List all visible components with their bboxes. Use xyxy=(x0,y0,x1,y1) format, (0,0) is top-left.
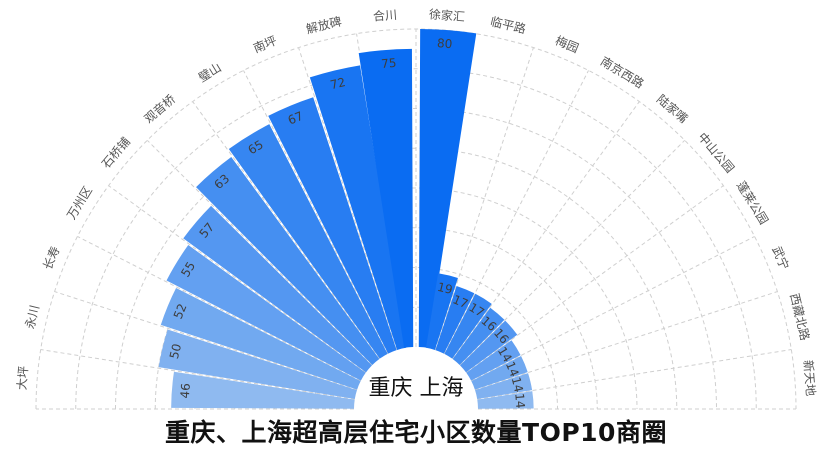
value-label: 72 xyxy=(329,75,347,92)
bar-上海-新天地 xyxy=(477,391,534,409)
category-label: 长寿 xyxy=(40,244,62,272)
bar-上海-中山公园 xyxy=(460,320,518,373)
value-label: 67 xyxy=(286,109,305,128)
value-label: 19 xyxy=(436,280,454,297)
grid-spoke xyxy=(477,349,792,400)
category-label: 观音桥 xyxy=(141,91,178,126)
value-label: 80 xyxy=(437,36,453,51)
category-label: 蓬莱公园 xyxy=(734,179,771,227)
category-label: 璧山 xyxy=(195,60,223,85)
chart-bars xyxy=(158,29,534,409)
bar-上海-蓬莱公园 xyxy=(466,340,521,381)
bar-重庆-永川 xyxy=(158,329,357,400)
value-label: 17 xyxy=(451,292,470,311)
category-label: 徐家汇 xyxy=(428,6,465,24)
value-label: 14 xyxy=(509,376,526,394)
category-label: 西藏北路 xyxy=(787,292,813,342)
center-label: 重庆 上海 xyxy=(369,376,464,401)
grid-ring xyxy=(35,28,797,410)
value-label: 65 xyxy=(245,137,265,157)
grid-spoke xyxy=(434,47,534,351)
grid-spoke xyxy=(146,139,373,366)
bar-重庆-合川 xyxy=(358,48,414,348)
category-label: 梅园 xyxy=(553,33,581,56)
bar-上海-陆家嘴 xyxy=(452,307,505,365)
category-label: 新天地 xyxy=(801,359,819,396)
bar-上海-南京西路 xyxy=(444,293,492,359)
bar-上海-武宁 xyxy=(471,356,528,390)
bar-重庆-长寿 xyxy=(160,288,361,390)
grid-spoke xyxy=(77,236,361,382)
category-label: 万州区 xyxy=(64,184,95,222)
grid-spoke xyxy=(40,349,355,400)
category-label: 武宁 xyxy=(769,244,792,272)
grid-spoke xyxy=(108,185,367,373)
bar-上海-临平路 xyxy=(425,273,458,350)
bar-重庆-南坪 xyxy=(268,97,397,354)
bar-重庆-解放碑 xyxy=(309,65,407,350)
chart-grid xyxy=(35,28,797,410)
bar-上海-梅园 xyxy=(435,285,475,354)
grid-spoke xyxy=(243,70,389,354)
value-label: 52 xyxy=(171,302,190,321)
value-label: 55 xyxy=(178,259,198,279)
bar-上海-西藏北路 xyxy=(475,373,533,400)
bar-上海-徐家汇 xyxy=(418,29,477,348)
bar-重庆-观音桥 xyxy=(196,157,380,365)
grid-spoke xyxy=(298,47,398,351)
category-label: 合川 xyxy=(372,7,397,24)
grid-spoke xyxy=(459,139,686,366)
bar-重庆-万州区 xyxy=(166,245,366,381)
value-label: 14 xyxy=(503,359,522,378)
category-label: 南坪 xyxy=(251,33,279,56)
value-label: 50 xyxy=(167,342,184,360)
bar-重庆-璧山 xyxy=(228,124,388,359)
chart-title: 重庆、上海超高层住宅小区数量TOP10商圈 xyxy=(165,418,667,447)
grid-spoke xyxy=(452,101,640,360)
category-label: 陆家嘴 xyxy=(654,91,691,126)
category-label: 解放碑 xyxy=(305,13,344,36)
category-label: 永川 xyxy=(23,304,42,331)
value-label: 17 xyxy=(466,300,486,320)
value-label: 14 xyxy=(495,344,515,364)
grid-spoke xyxy=(474,291,778,391)
grid-spoke xyxy=(465,185,724,373)
category-label: 中山公园 xyxy=(695,129,738,175)
category-label: 南京西路 xyxy=(598,53,647,91)
value-label: 46 xyxy=(178,383,193,399)
bar-重庆-大坪 xyxy=(171,371,355,409)
grid-ring xyxy=(75,68,757,410)
value-label: 75 xyxy=(381,56,397,71)
bar-重庆-石桥铺 xyxy=(183,205,372,373)
grid-spoke xyxy=(471,236,755,382)
grid-spoke xyxy=(54,291,358,391)
category-label: 临平路 xyxy=(489,13,528,36)
category-label: 大坪 xyxy=(15,366,31,391)
grid-spoke xyxy=(192,101,380,360)
grid-spoke xyxy=(443,70,589,354)
category-label: 石桥铺 xyxy=(99,135,133,171)
value-label: 14 xyxy=(512,393,527,409)
